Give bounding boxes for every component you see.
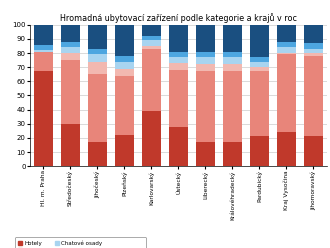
Bar: [115, 69, 134, 76]
Bar: [61, 60, 80, 124]
Bar: [223, 52, 242, 57]
Bar: [142, 25, 161, 36]
Bar: [250, 71, 269, 136]
Bar: [142, 49, 161, 111]
Bar: [34, 50, 53, 52]
Bar: [196, 64, 214, 71]
Bar: [277, 42, 296, 47]
Bar: [277, 132, 296, 166]
Bar: [250, 62, 269, 67]
Bar: [169, 63, 188, 70]
Legend: Hotely, Penziony, Kempy, Chatové osady, Turistické ubytovny, Ostatní jinde nespe: Hotely, Penziony, Kempy, Chatové osady, …: [15, 237, 146, 248]
Bar: [115, 135, 134, 166]
Bar: [196, 57, 214, 64]
Bar: [34, 71, 53, 166]
Bar: [88, 25, 107, 49]
Bar: [169, 52, 188, 57]
Bar: [61, 53, 80, 60]
Bar: [196, 142, 214, 166]
Bar: [61, 47, 80, 53]
Bar: [169, 126, 188, 166]
Bar: [88, 49, 107, 55]
Bar: [34, 52, 53, 71]
Title: Hromadná ubytovací zařízení podle kategorie a krajů v roc: Hromadná ubytovací zařízení podle katego…: [60, 13, 297, 23]
Bar: [304, 53, 323, 56]
Bar: [169, 57, 188, 63]
Bar: [88, 142, 107, 166]
Bar: [61, 124, 80, 166]
Bar: [34, 45, 53, 50]
Bar: [277, 47, 296, 53]
Bar: [250, 25, 269, 57]
Bar: [88, 74, 107, 142]
Bar: [142, 40, 161, 46]
Bar: [142, 46, 161, 49]
Bar: [115, 62, 134, 69]
Bar: [277, 53, 296, 55]
Bar: [304, 43, 323, 49]
Bar: [223, 71, 242, 142]
Bar: [142, 36, 161, 40]
Bar: [169, 70, 188, 126]
Bar: [223, 142, 242, 166]
Bar: [250, 67, 269, 71]
Bar: [115, 56, 134, 62]
Bar: [223, 25, 242, 52]
Bar: [223, 64, 242, 71]
Bar: [61, 42, 80, 47]
Bar: [223, 57, 242, 64]
Bar: [115, 25, 134, 56]
Bar: [115, 76, 134, 135]
Bar: [196, 52, 214, 57]
Bar: [169, 25, 188, 52]
Bar: [88, 55, 107, 62]
Bar: [277, 55, 296, 132]
Bar: [61, 25, 80, 42]
Bar: [250, 136, 269, 166]
Bar: [142, 111, 161, 166]
Bar: [88, 62, 107, 74]
Bar: [304, 136, 323, 166]
Bar: [196, 71, 214, 142]
Bar: [250, 57, 269, 62]
Bar: [304, 25, 323, 43]
Bar: [304, 49, 323, 53]
Bar: [277, 25, 296, 42]
Bar: [34, 25, 53, 45]
Bar: [304, 56, 323, 136]
Bar: [196, 25, 214, 52]
